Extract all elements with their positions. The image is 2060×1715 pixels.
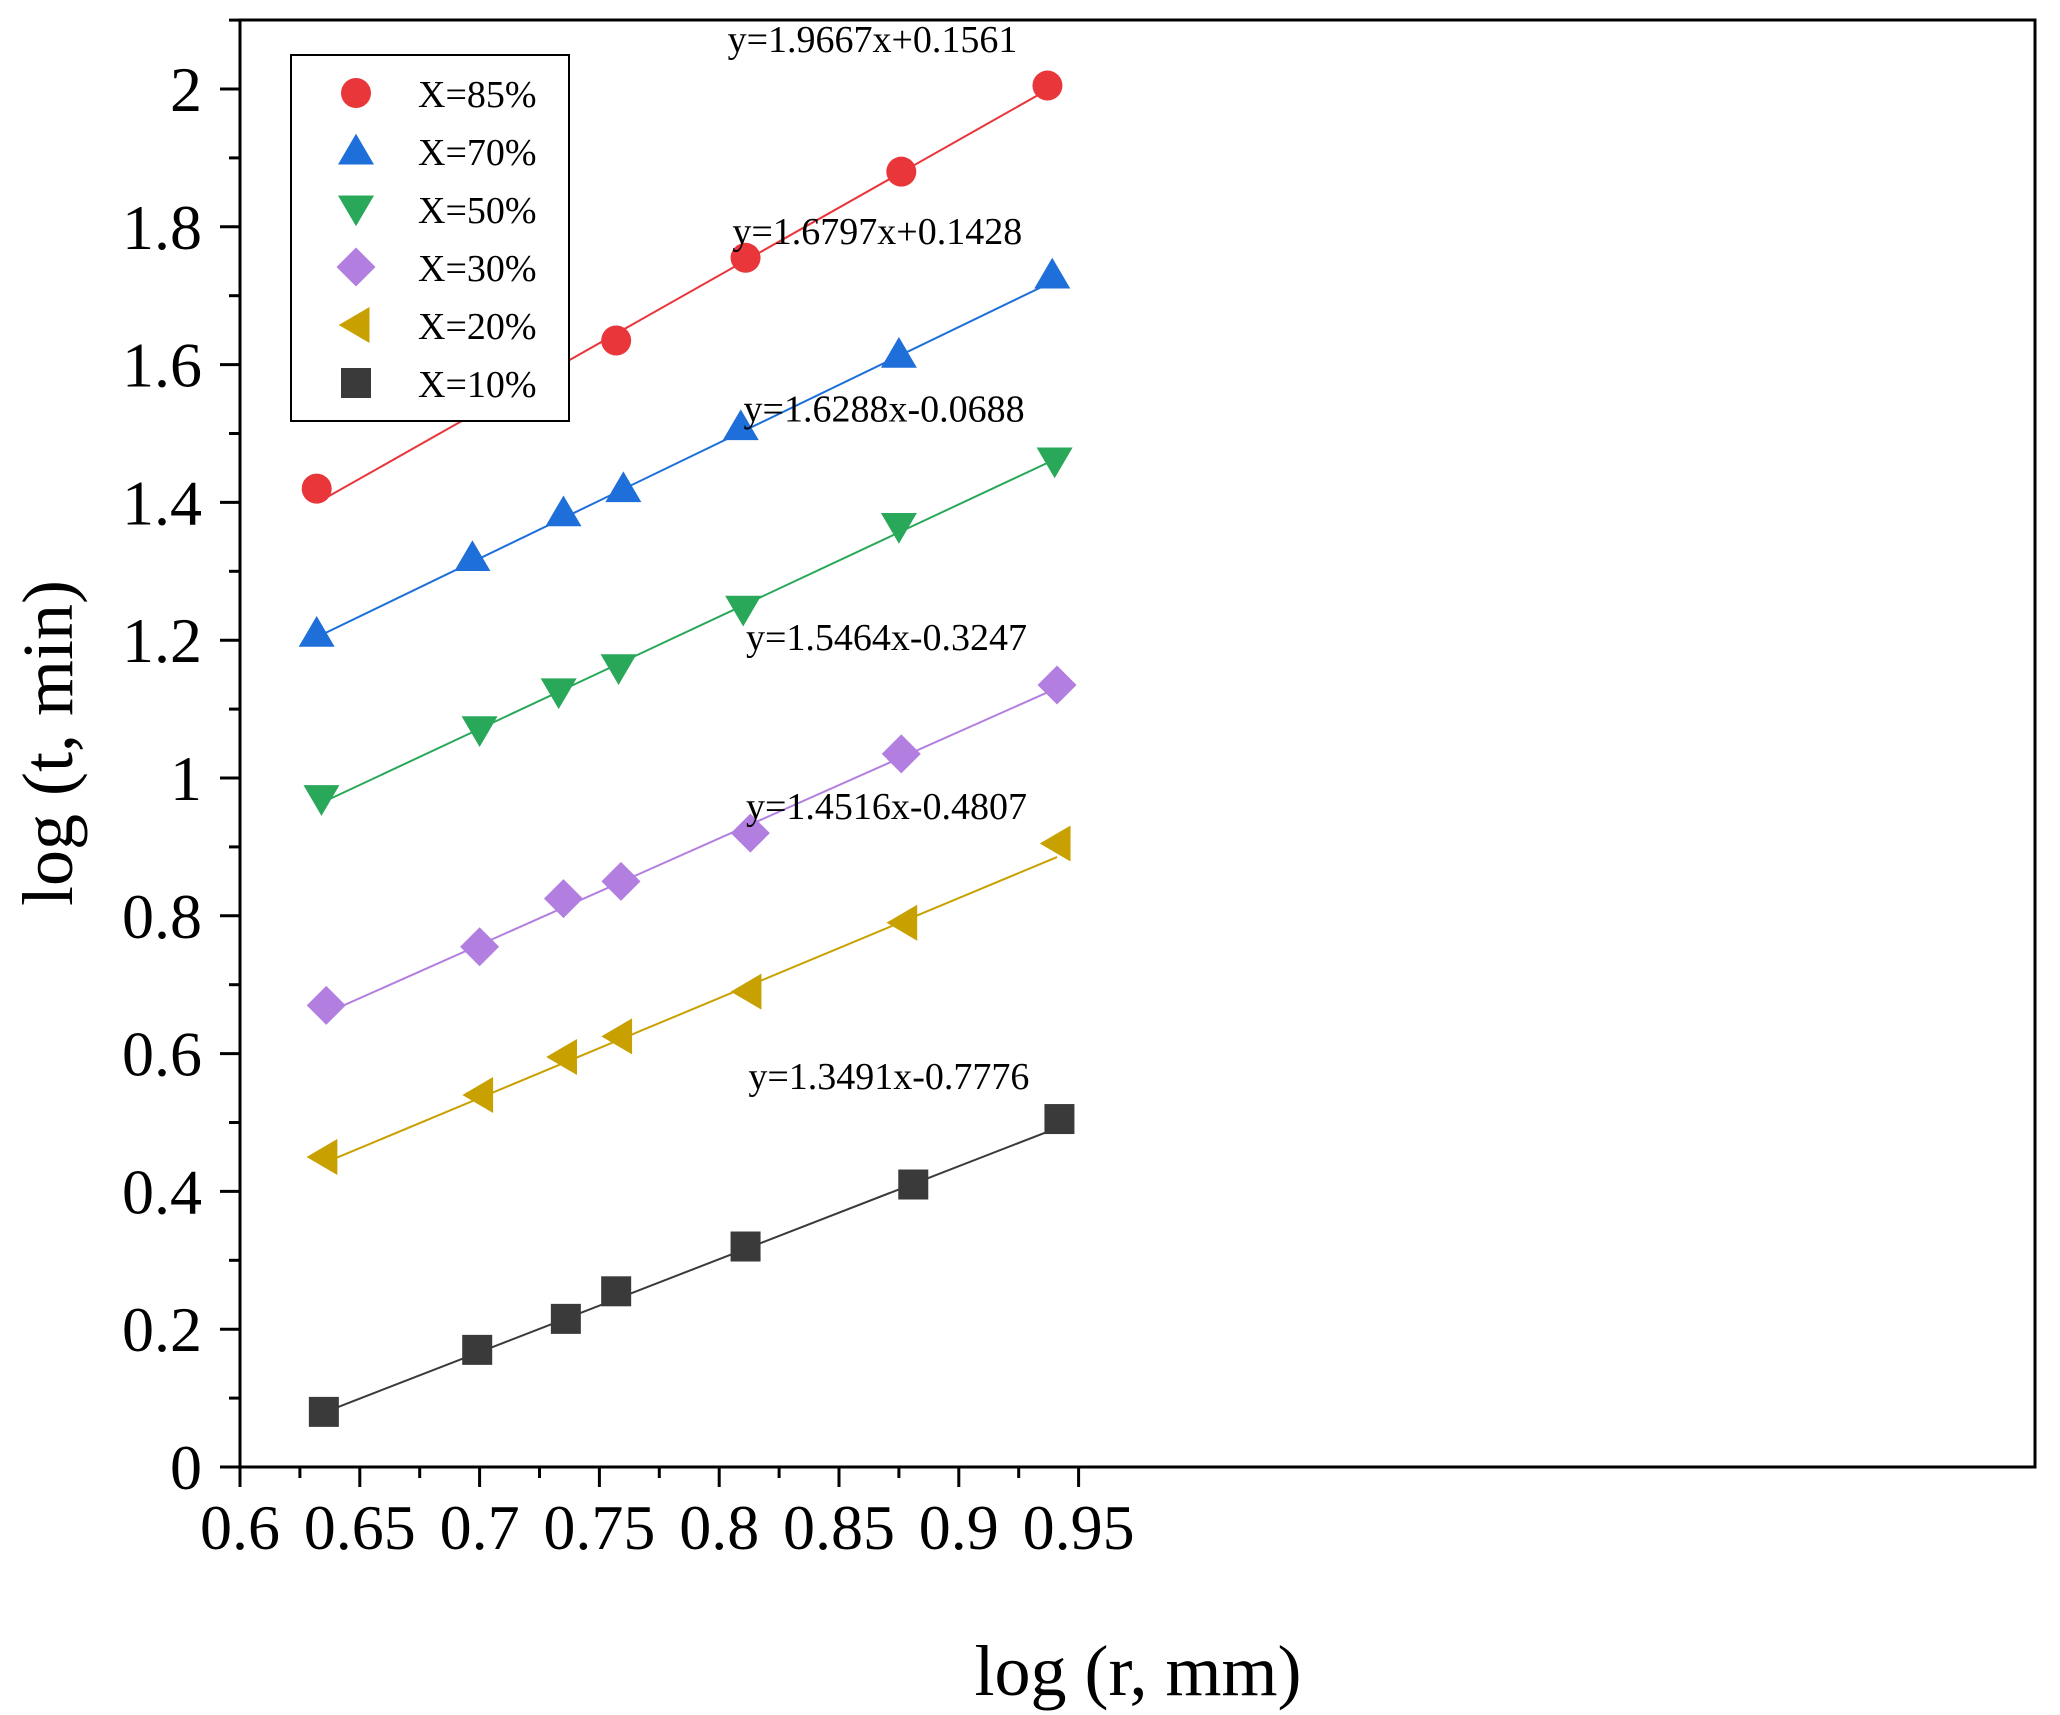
- legend-label: X=50%: [418, 190, 537, 232]
- data-point: [601, 861, 641, 901]
- legend-marker: [338, 195, 374, 227]
- fit-line: [321, 458, 1056, 804]
- data-point: [543, 879, 583, 919]
- data-point: [1032, 70, 1063, 101]
- data-point: [1044, 1104, 1075, 1135]
- equation-annotations: y=1.9667x+0.1561 y=1.6797x+0.1428 y=1.6288…: [728, 19, 1030, 1098]
- x-axis-title: log (r, mm): [974, 1631, 1301, 1711]
- fit-line: [325, 687, 1058, 1014]
- data-point: [880, 337, 917, 368]
- data-point: [730, 973, 762, 1010]
- data-point: [306, 985, 346, 1025]
- y-tick-label: 1.6: [122, 330, 202, 401]
- fit-line: [323, 1126, 1060, 1414]
- fit-equation-label: y=1.9667x+0.1561: [728, 19, 1018, 61]
- legend-marker: [341, 368, 371, 398]
- x-tick-label: 0.8: [679, 1492, 759, 1563]
- data-point: [601, 1018, 633, 1055]
- y-tick-label: 0.2: [122, 1294, 202, 1365]
- x-tick-label: 0.75: [543, 1492, 655, 1563]
- data-point: [306, 1138, 338, 1175]
- x-tick-label: 0.85: [783, 1492, 895, 1563]
- data-point: [303, 785, 340, 816]
- data-point: [605, 471, 642, 503]
- data-point: [546, 1039, 577, 1076]
- fit-lines: [316, 88, 1060, 1414]
- data-point: [301, 473, 332, 504]
- fit-equation-label: y=1.6797x+0.1428: [732, 211, 1022, 253]
- plot-frame: [238, 18, 2037, 1469]
- legend-marker: [336, 247, 376, 287]
- y-tick-label: 1.2: [122, 605, 202, 676]
- data-point: [722, 409, 759, 441]
- data-point: [540, 678, 577, 710]
- fit-equation-label: y=1.5464x-0.3247: [746, 617, 1027, 659]
- y-axis-title: log (t, min): [8, 580, 88, 906]
- data-point: [1037, 665, 1077, 705]
- x-tick-label: 0.95: [1023, 1492, 1135, 1563]
- legend-label: X=20%: [418, 306, 537, 348]
- y-tick-label: 0.4: [122, 1156, 202, 1227]
- legend-label: X=70%: [418, 132, 537, 174]
- fit-equation-label: y=1.3491x-0.7776: [748, 1056, 1029, 1098]
- legend-box: [290, 54, 570, 422]
- data-point: [298, 616, 335, 647]
- data-point: [886, 904, 918, 941]
- legend-marker: [338, 133, 374, 165]
- data-point: [881, 734, 921, 774]
- legend: X=85% X=70% X=50% X=30% X=20% X=10%: [290, 54, 570, 422]
- data-point: [545, 495, 582, 527]
- y-tick-label: 2: [170, 54, 202, 125]
- data-point: [1039, 825, 1071, 862]
- y-tick-label: 1.4: [122, 467, 202, 538]
- data-point: [886, 156, 917, 187]
- data-point: [461, 716, 498, 748]
- x-tick-label: 0.65: [304, 1492, 416, 1563]
- data-point: [308, 1396, 339, 1427]
- y-tick-label: 0.6: [122, 1019, 202, 1090]
- data-point: [550, 1303, 581, 1334]
- y-tick-label: 1: [170, 743, 202, 814]
- legend-marker: [341, 78, 371, 108]
- x-tick-label: 0.9: [919, 1492, 999, 1563]
- x-tick-label: 0.7: [440, 1492, 520, 1563]
- axis-ticks: 0.6 0.65 0.7 0.75 0.8 0.85 0.9 0.95 0 0.2 0.4 0.6 0.…: [122, 18, 1135, 1563]
- data-point: [601, 1276, 632, 1307]
- data-point: [454, 540, 491, 572]
- y-tick-label: 1.8: [122, 192, 202, 263]
- fit-line: [323, 856, 1058, 1165]
- data-point: [1034, 257, 1071, 289]
- fit-equation-label: y=1.4516x-0.4807: [746, 786, 1027, 828]
- data-point: [462, 1076, 494, 1113]
- legend-label: X=30%: [418, 248, 537, 290]
- y-tick-label: 0.8: [122, 881, 202, 952]
- fit-line: [316, 88, 1048, 504]
- legend-label: X=10%: [418, 364, 537, 406]
- data-point: [462, 1334, 493, 1365]
- y-tick-label: 0: [170, 1432, 202, 1503]
- data-point: [730, 813, 770, 853]
- legend-label: X=85%: [418, 74, 537, 116]
- data-point: [880, 513, 917, 544]
- data-point: [730, 242, 761, 273]
- data-point: [460, 927, 500, 967]
- fit-line: [316, 280, 1053, 639]
- data-point: [730, 1231, 761, 1262]
- legend-marker: [338, 307, 370, 343]
- data-point: [1036, 447, 1073, 479]
- x-tick-label: 0.6: [200, 1492, 280, 1563]
- data-point: [898, 1169, 929, 1200]
- data-point: [725, 595, 762, 627]
- data-point: [600, 654, 637, 686]
- fit-equation-label: y=1.6288x-0.0688: [744, 388, 1025, 430]
- data-point: [601, 325, 632, 356]
